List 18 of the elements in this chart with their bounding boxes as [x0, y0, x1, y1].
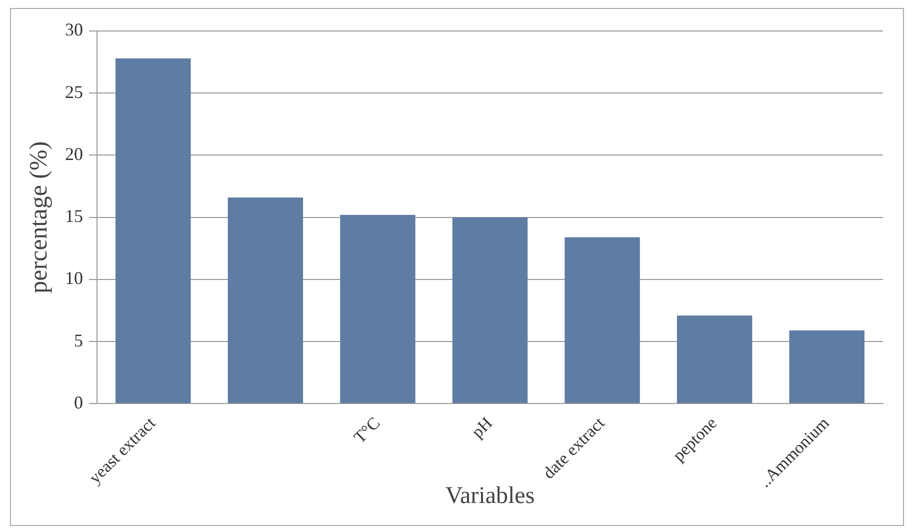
y-tick-label: 5 [74, 330, 83, 350]
bar [452, 217, 528, 404]
x-axis-title: Variables [445, 482, 535, 509]
y-tick-label: 20 [65, 144, 83, 164]
y-tick-label: 25 [65, 82, 83, 102]
y-tick-label: 10 [65, 268, 83, 288]
x-tick-label: pH [468, 413, 496, 442]
x-tick-label: T°C [350, 413, 384, 448]
bar [564, 237, 640, 404]
bar [228, 197, 304, 404]
y-axis-title: percentage (%) [26, 141, 53, 294]
y-tick-label: 0 [74, 392, 83, 412]
bar [789, 330, 864, 404]
y-tick-label: 15 [65, 206, 83, 226]
bar [340, 214, 416, 404]
bar [116, 58, 191, 404]
y-tick-label: 30 [65, 20, 83, 40]
bar [676, 315, 752, 404]
